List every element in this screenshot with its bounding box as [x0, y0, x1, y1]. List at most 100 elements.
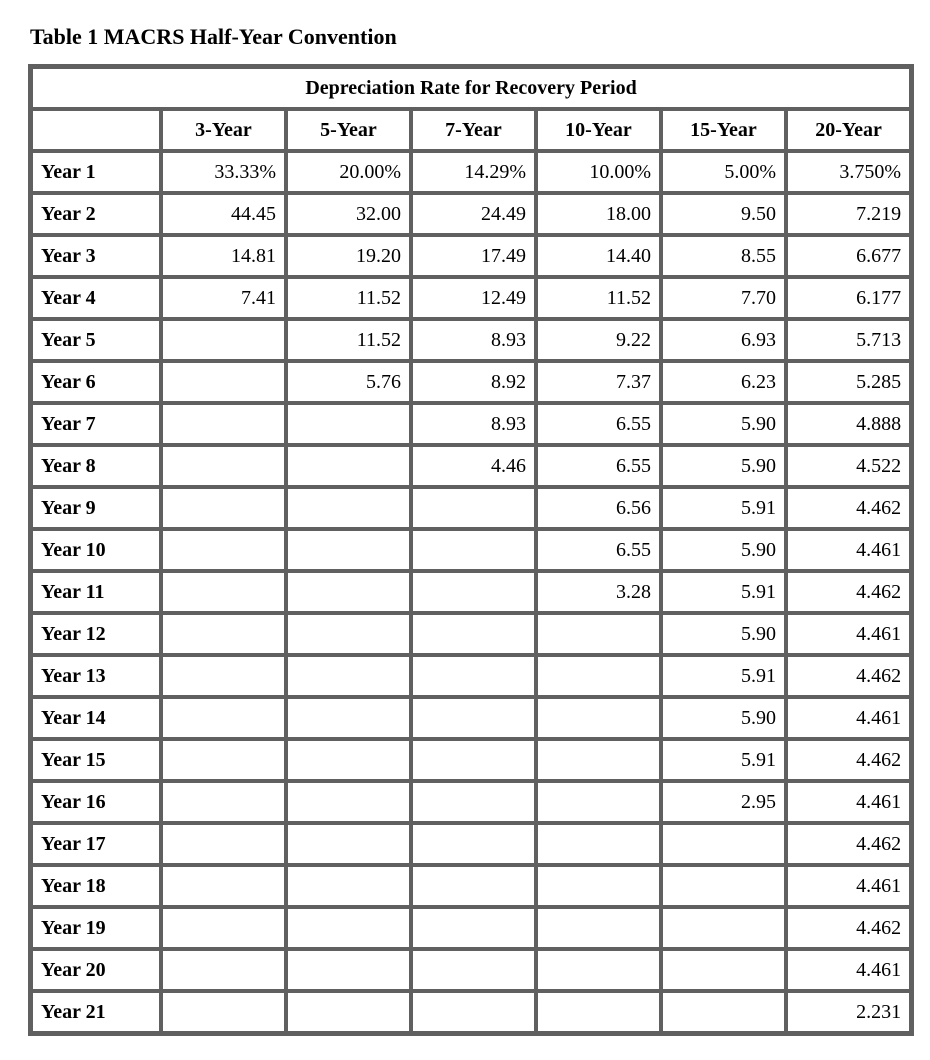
- cell: [162, 488, 285, 528]
- cell: 5.00%: [662, 152, 785, 192]
- cell: [287, 698, 410, 738]
- cell: [412, 740, 535, 780]
- row-label: Year 15: [32, 740, 160, 780]
- cell: [537, 824, 660, 864]
- table-row: Year 18 4.461: [32, 866, 910, 906]
- cell: 9.50: [662, 194, 785, 234]
- cell: 8.55: [662, 236, 785, 276]
- cell: 4.462: [787, 908, 910, 948]
- cell: [412, 824, 535, 864]
- table-body: Year 133.33%20.00%14.29%10.00%5.00%3.750…: [32, 152, 910, 1032]
- row-label: Year 18: [32, 866, 160, 906]
- col-header: 20-Year: [787, 110, 910, 150]
- cell: 4.461: [787, 950, 910, 990]
- cell: 5.91: [662, 572, 785, 612]
- cell: [412, 656, 535, 696]
- table-row: Year 125.904.461: [32, 614, 910, 654]
- cell: 18.00: [537, 194, 660, 234]
- cell: 11.52: [287, 278, 410, 318]
- cell: [412, 866, 535, 906]
- cell: [162, 656, 285, 696]
- table-row: Year 113.285.914.462: [32, 572, 910, 612]
- cell: 2.95: [662, 782, 785, 822]
- cell: [662, 908, 785, 948]
- cell: [287, 572, 410, 612]
- cell: [287, 824, 410, 864]
- cell: [537, 908, 660, 948]
- cell: 7.37: [537, 362, 660, 402]
- cell: 44.45: [162, 194, 285, 234]
- cell: [162, 362, 285, 402]
- row-label: Year 3: [32, 236, 160, 276]
- cell: [412, 992, 535, 1032]
- cell: 5.91: [662, 656, 785, 696]
- cell: [287, 740, 410, 780]
- cell: 5.90: [662, 530, 785, 570]
- cell: 2.231: [787, 992, 910, 1032]
- cell: 17.49: [412, 236, 535, 276]
- table-row: Year 17 4.462: [32, 824, 910, 864]
- cell: 6.55: [537, 404, 660, 444]
- table-span-header: Depreciation Rate for Recovery Period: [32, 68, 910, 108]
- cell: 5.90: [662, 446, 785, 486]
- cell: [287, 446, 410, 486]
- macrs-table: Depreciation Rate for Recovery Period 3-…: [28, 64, 914, 1036]
- cell: 6.55: [537, 530, 660, 570]
- table-row: Year 314.8119.2017.4914.408.556.677: [32, 236, 910, 276]
- cell: 3.28: [537, 572, 660, 612]
- cell: [287, 866, 410, 906]
- table-row: Year 78.936.555.904.888: [32, 404, 910, 444]
- cell: [162, 950, 285, 990]
- row-label: Year 17: [32, 824, 160, 864]
- row-label: Year 7: [32, 404, 160, 444]
- table-row: Year 212.231: [32, 992, 910, 1032]
- cell: 14.40: [537, 236, 660, 276]
- col-header: 5-Year: [287, 110, 410, 150]
- cell: 4.462: [787, 824, 910, 864]
- cell: [537, 698, 660, 738]
- cell: [162, 320, 285, 360]
- cell: 32.00: [287, 194, 410, 234]
- table-row: Year 244.4532.0024.4918.009.507.219: [32, 194, 910, 234]
- cell: [287, 992, 410, 1032]
- cell: 4.462: [787, 740, 910, 780]
- cell: [412, 530, 535, 570]
- table-row: Year 106.555.904.461: [32, 530, 910, 570]
- row-label: Year 6: [32, 362, 160, 402]
- table-row: Year 133.33%20.00%14.29%10.00%5.00%3.750…: [32, 152, 910, 192]
- cell: [537, 950, 660, 990]
- cell: 33.33%: [162, 152, 285, 192]
- cell: 5.91: [662, 488, 785, 528]
- cell: 4.461: [787, 866, 910, 906]
- row-label: Year 5: [32, 320, 160, 360]
- row-label: Year 14: [32, 698, 160, 738]
- cell: 11.52: [287, 320, 410, 360]
- col-header: 10-Year: [537, 110, 660, 150]
- row-label: Year 20: [32, 950, 160, 990]
- cell: 14.29%: [412, 152, 535, 192]
- cell: 11.52: [537, 278, 660, 318]
- cell: [287, 404, 410, 444]
- cell: [287, 782, 410, 822]
- cell: 4.462: [787, 572, 910, 612]
- table-row: Year 20 4.461: [32, 950, 910, 990]
- cell: 9.22: [537, 320, 660, 360]
- cell: 4.461: [787, 530, 910, 570]
- cell: [662, 992, 785, 1032]
- cell: 24.49: [412, 194, 535, 234]
- cell: 6.55: [537, 446, 660, 486]
- cell: 4.461: [787, 782, 910, 822]
- cell: 6.677: [787, 236, 910, 276]
- row-label: Year 12: [32, 614, 160, 654]
- row-label: Year 16: [32, 782, 160, 822]
- cell: 6.56: [537, 488, 660, 528]
- cell: 10.00%: [537, 152, 660, 192]
- cell: 4.461: [787, 698, 910, 738]
- cell: 4.888: [787, 404, 910, 444]
- cell: 20.00%: [287, 152, 410, 192]
- cell: [162, 614, 285, 654]
- cell: [162, 698, 285, 738]
- row-label: Year 1: [32, 152, 160, 192]
- cell: [287, 908, 410, 948]
- cell: [162, 782, 285, 822]
